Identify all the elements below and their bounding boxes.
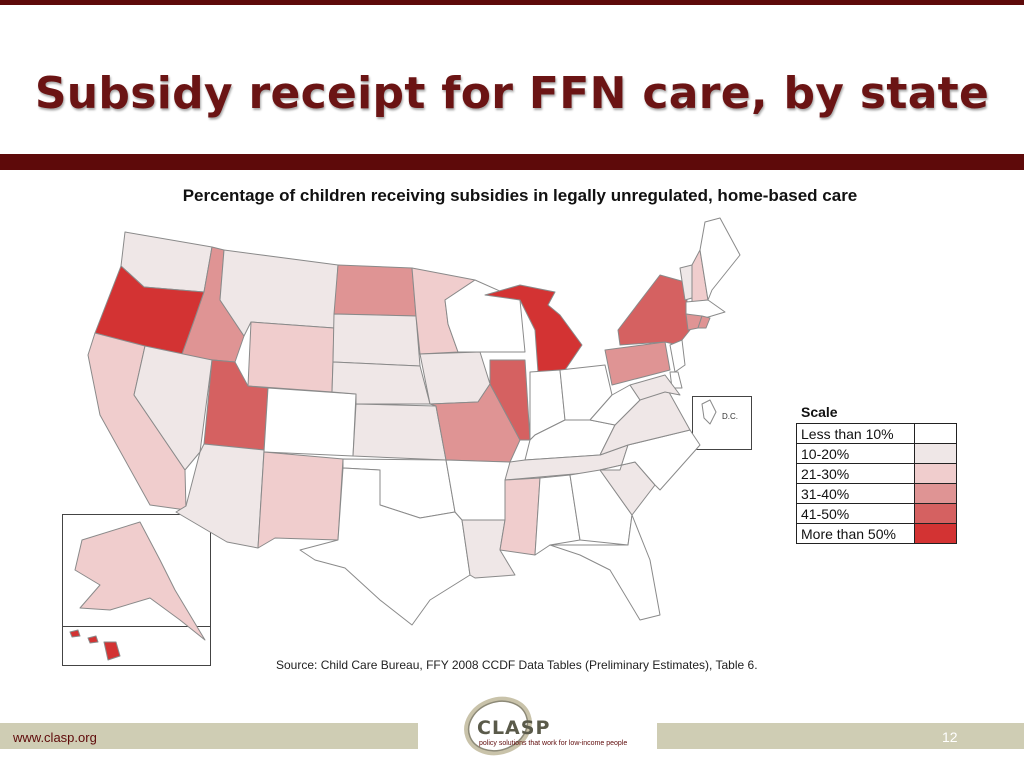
- legend-row: Less than 10%: [796, 423, 957, 444]
- legend-swatch: [914, 483, 957, 504]
- state-ny: [617, 274, 691, 346]
- state-nv: [133, 345, 213, 471]
- state-ar: [445, 459, 511, 521]
- state-co: [263, 387, 357, 457]
- state-nd: [333, 264, 417, 317]
- state-md: [629, 374, 681, 401]
- clasp-logo-wordmark: CLASP: [477, 717, 551, 739]
- state-pa: [604, 341, 671, 386]
- legend-swatch: [914, 423, 957, 444]
- clasp-logo-tagline: policy solutions that work for low-incom…: [479, 740, 628, 747]
- legend-row: 31-40%: [796, 483, 957, 504]
- legend-row: More than 50%: [796, 523, 957, 544]
- state-nj: [669, 339, 686, 373]
- state-tx: [299, 467, 471, 626]
- legend-row: 41-50%: [796, 503, 957, 524]
- title-divider: [0, 154, 1024, 170]
- footer-band-right: [657, 723, 1024, 749]
- page-number: 12: [942, 729, 958, 745]
- map-subtitle: Percentage of children receiving subsidi…: [182, 186, 858, 205]
- state-mo: [429, 383, 521, 463]
- footer-url-link[interactable]: www.clasp.org: [13, 730, 97, 745]
- state-ri: [697, 315, 711, 329]
- state-ia: [419, 351, 491, 405]
- source-note: Source: Child Care Bureau, FFY 2008 CCDF…: [276, 658, 758, 672]
- state-nm: [257, 451, 344, 549]
- state-sd: [332, 313, 421, 367]
- state-fl: [549, 514, 661, 621]
- state-ms: [499, 477, 541, 556]
- legend-table: Less than 10% 10-20% 21-30% 31-40% 41-50…: [796, 423, 957, 544]
- state-mi: [484, 284, 583, 373]
- state-hi: [69, 629, 121, 661]
- state-al: [534, 474, 581, 556]
- clasp-logo-swoosh: [464, 696, 532, 756]
- legend-row: 10-20%: [796, 443, 957, 464]
- legend-label: Less than 10%: [796, 423, 915, 444]
- state-il: [489, 359, 531, 441]
- state-dc: [701, 399, 717, 425]
- state-ak: [74, 521, 206, 641]
- legend-swatch: [914, 523, 957, 544]
- legend-swatch: [914, 443, 957, 464]
- legend-label: More than 50%: [796, 523, 915, 544]
- legend-label: 10-20%: [796, 443, 915, 464]
- state-ma: [685, 299, 726, 319]
- legend-label: 21-30%: [796, 463, 915, 484]
- legend-title: Scale: [801, 404, 838, 420]
- legend-row: 21-30%: [796, 463, 957, 484]
- slide-title: Subsidy receipt for FFN care, by state: [34, 68, 990, 119]
- state-ks: [352, 403, 447, 461]
- footer-band-left: [0, 723, 418, 749]
- state-me: [699, 217, 741, 301]
- hawaii-inset-frame: [62, 626, 211, 666]
- state-mt: [219, 249, 339, 337]
- legend-swatch: [914, 463, 957, 484]
- state-wy: [247, 321, 335, 393]
- top-border: [0, 0, 1024, 5]
- dc-label: D.C.: [722, 412, 738, 421]
- legend-swatch: [914, 503, 957, 524]
- legend-label: 31-40%: [796, 483, 915, 504]
- legend-label: 41-50%: [796, 503, 915, 524]
